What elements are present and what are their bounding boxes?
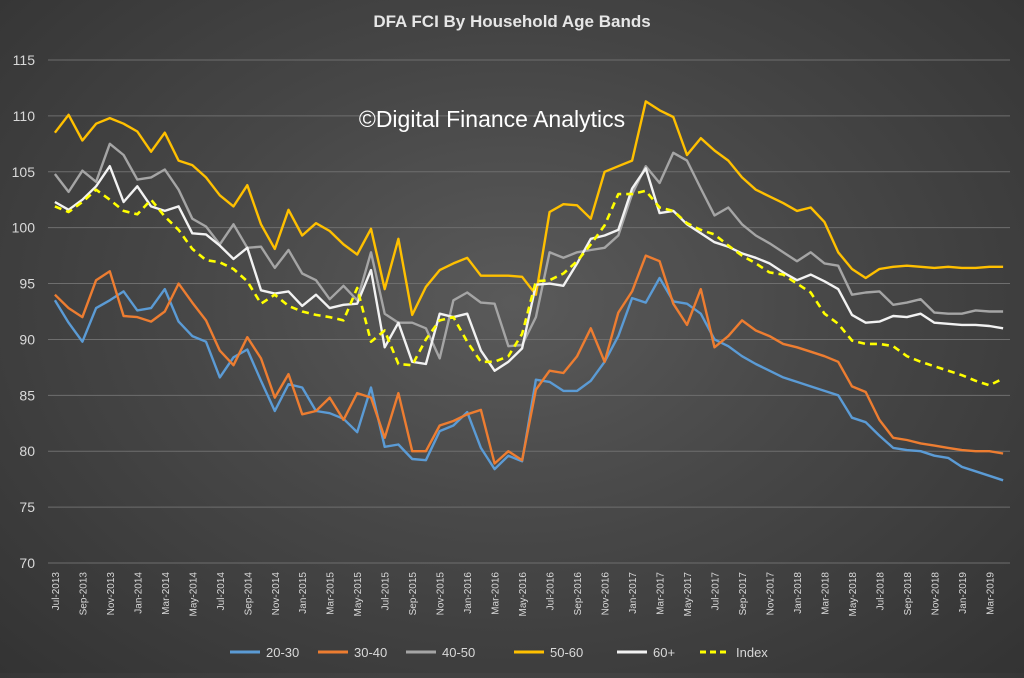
y-tick-label: 85 [19, 387, 35, 403]
x-tick-label: Nov-2016 [601, 572, 612, 616]
chart-title: DFA FCI By Household Age Bands [373, 12, 650, 31]
series-line-60plus [54, 164, 1004, 372]
series-line-30-40 [54, 254, 1004, 465]
x-tick-label: May-2017 [683, 572, 694, 617]
y-tick-label: 70 [19, 555, 35, 571]
x-tick-label: Mar-2015 [326, 572, 337, 615]
y-tick-label: 90 [19, 331, 35, 347]
x-tick-label: Mar-2018 [820, 572, 831, 615]
legend-label: 20-30 [266, 645, 299, 660]
x-axis: Jul-2013 Sep-2013 Nov-2013 Jan-2014 Mar-2014… [51, 572, 997, 617]
x-tick-label: May-2015 [353, 572, 364, 617]
x-tick-label: Nov-2014 [271, 572, 282, 616]
x-tick-label: Sep-2014 [243, 572, 254, 616]
x-tick-label: Mar-2019 [985, 572, 996, 615]
y-tick-label: 105 [12, 164, 36, 180]
plot-area [53, 100, 1004, 482]
x-tick-label: Jan-2019 [958, 572, 969, 614]
x-tick-label: Nov-2013 [106, 572, 117, 616]
x-tick-label: May-2018 [848, 572, 859, 617]
legend-label: 40-50 [442, 645, 475, 660]
series-line-40-50 [53, 142, 1004, 360]
x-tick-label: Mar-2014 [161, 572, 172, 615]
x-tick-label: Mar-2017 [656, 572, 667, 615]
series-line-50-60 [53, 100, 1004, 317]
legend: 20-30 30-40 40-50 50-60 60+ Index [230, 645, 768, 660]
x-tick-label: Jan-2015 [298, 572, 309, 614]
x-tick-label: Jul-2015 [381, 572, 392, 611]
legend-label: Index [736, 645, 768, 660]
y-tick-label: 100 [12, 220, 36, 236]
y-tick-label: 110 [13, 108, 36, 124]
x-tick-label: May-2014 [188, 572, 199, 617]
y-axis: 70 75 80 85 90 95 100 105 110 115 [12, 52, 36, 571]
x-tick-label: Jan-2018 [793, 572, 804, 614]
legend-label: 50-60 [550, 645, 583, 660]
x-tick-label: Sep-2015 [408, 572, 419, 616]
x-tick-label: Mar-2016 [491, 572, 502, 615]
x-tick-label: Jul-2016 [546, 572, 557, 611]
x-tick-label: Sep-2013 [78, 572, 89, 616]
x-tick-label: Nov-2017 [766, 572, 777, 616]
x-tick-label: May-2016 [518, 572, 529, 617]
y-tick-label: 80 [19, 443, 35, 459]
legend-label: 60+ [653, 645, 675, 660]
x-tick-label: Jan-2014 [133, 572, 144, 614]
y-tick-label: 75 [19, 499, 35, 515]
watermark: ©Digital Finance Analytics [359, 106, 625, 132]
x-tick-label: Jul-2013 [51, 572, 62, 611]
x-tick-label: Nov-2015 [436, 572, 447, 616]
x-tick-label: Jan-2016 [463, 572, 474, 614]
y-tick-label: 115 [13, 52, 36, 68]
x-tick-label: Sep-2016 [573, 572, 584, 616]
x-tick-label: Jan-2017 [628, 572, 639, 614]
x-tick-label: Jul-2017 [711, 572, 722, 611]
y-tick-label: 95 [19, 276, 35, 292]
x-tick-label: Nov-2018 [930, 572, 941, 616]
legend-label: 30-40 [354, 645, 387, 660]
x-tick-label: Sep-2017 [738, 572, 749, 616]
x-tick-label: Sep-2018 [903, 572, 914, 616]
x-tick-label: Jul-2014 [216, 572, 227, 611]
series-line-index [54, 188, 1004, 387]
x-tick-label: Jul-2018 [875, 572, 886, 611]
